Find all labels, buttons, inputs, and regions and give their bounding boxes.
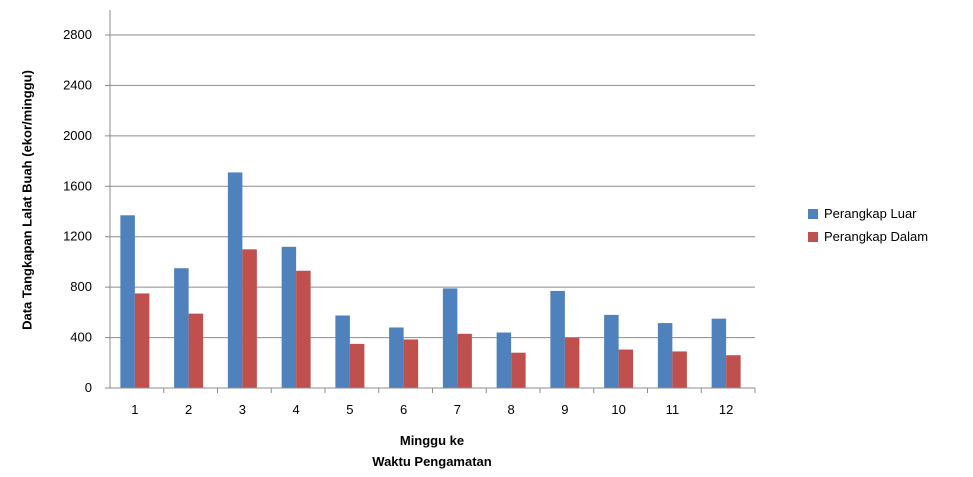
legend-item-perangkap-luar: Perangkap Luar bbox=[808, 206, 917, 221]
bar-perangkap-luar-6 bbox=[389, 327, 404, 388]
x-axis-title-line2: Waktu Pengamatan bbox=[372, 454, 491, 469]
bar-perangkap-dalam-4 bbox=[296, 270, 311, 388]
bar-perangkap-dalam-8 bbox=[511, 352, 526, 388]
bar-perangkap-luar-8 bbox=[496, 332, 512, 388]
bar-perangkap-luar-4 bbox=[281, 246, 297, 388]
bar-perangkap-luar-11 bbox=[657, 323, 673, 388]
bars bbox=[120, 172, 741, 388]
x-tick-label: 9 bbox=[561, 402, 568, 417]
x-tick-label: 8 bbox=[508, 402, 515, 417]
bar-perangkap-dalam-9 bbox=[564, 337, 580, 388]
bar-perangkap-dalam-12 bbox=[726, 355, 741, 388]
bar-perangkap-dalam-3 bbox=[242, 249, 257, 388]
x-tick-label: 4 bbox=[293, 402, 300, 417]
legend: Perangkap Luar Perangkap Dalam bbox=[808, 206, 928, 244]
x-tick-label: 6 bbox=[400, 402, 407, 417]
y-tick-label: 1600 bbox=[63, 178, 92, 193]
bar-perangkap-luar-5 bbox=[335, 315, 350, 388]
x-tick-label: 3 bbox=[239, 402, 246, 417]
y-tick-label: 400 bbox=[70, 330, 92, 345]
bar-perangkap-dalam-11 bbox=[672, 351, 687, 388]
y-axis-title: Data Tangkapan Lalat Buah (ekor/minggu) bbox=[19, 70, 34, 330]
bar-perangkap-luar-9 bbox=[550, 290, 565, 388]
bar-perangkap-luar-2 bbox=[174, 268, 189, 388]
bar-perangkap-luar-7 bbox=[442, 288, 458, 388]
bar-perangkap-luar-3 bbox=[227, 172, 243, 388]
x-tick-labels: 1 2 3 4 5 6 7 8 9 10 11 12 bbox=[131, 402, 733, 417]
bar-perangkap-luar-12 bbox=[711, 318, 727, 388]
y-tick-label: 2400 bbox=[63, 77, 92, 92]
x-tick-label: 12 bbox=[719, 402, 733, 417]
y-tick-label: 0 bbox=[85, 380, 92, 395]
bar-perangkap-luar-10 bbox=[604, 314, 619, 388]
y-tick-label: 800 bbox=[70, 279, 92, 294]
bar-perangkap-dalam-1 bbox=[134, 293, 150, 388]
legend-label-perangkap-luar: Perangkap Luar bbox=[824, 206, 917, 221]
bar-perangkap-dalam-6 bbox=[403, 339, 419, 388]
x-tick-label: 1 bbox=[131, 402, 138, 417]
bar-perangkap-dalam-10 bbox=[618, 349, 634, 388]
gridlines bbox=[110, 34, 755, 339]
x-tick-label: 10 bbox=[611, 402, 625, 417]
bar-perangkap-dalam-7 bbox=[457, 333, 472, 388]
y-tick-label: 2800 bbox=[63, 27, 92, 42]
x-tick-label: 5 bbox=[346, 402, 353, 417]
y-tick-label: 2000 bbox=[63, 128, 92, 143]
legend-swatch-perangkap-luar bbox=[808, 209, 818, 219]
bar-perangkap-dalam-5 bbox=[349, 343, 365, 388]
x-tick-label: 2 bbox=[185, 402, 192, 417]
bar-perangkap-luar-1 bbox=[120, 215, 135, 388]
x-tick-label: 11 bbox=[666, 402, 680, 417]
bar-perangkap-dalam-2 bbox=[188, 313, 204, 388]
legend-label-perangkap-dalam: Perangkap Dalam bbox=[824, 229, 928, 244]
legend-item-perangkap-dalam: Perangkap Dalam bbox=[808, 229, 928, 244]
legend-swatch-perangkap-dalam bbox=[808, 232, 818, 242]
y-tick-labels: 0 400 800 1200 1600 2000 2400 2800 bbox=[63, 27, 92, 395]
x-axis-title-line1: Minggu ke bbox=[400, 433, 464, 448]
y-tick-label: 1200 bbox=[63, 229, 92, 244]
axes bbox=[105, 10, 756, 393]
x-tick-label: 7 bbox=[454, 402, 461, 417]
